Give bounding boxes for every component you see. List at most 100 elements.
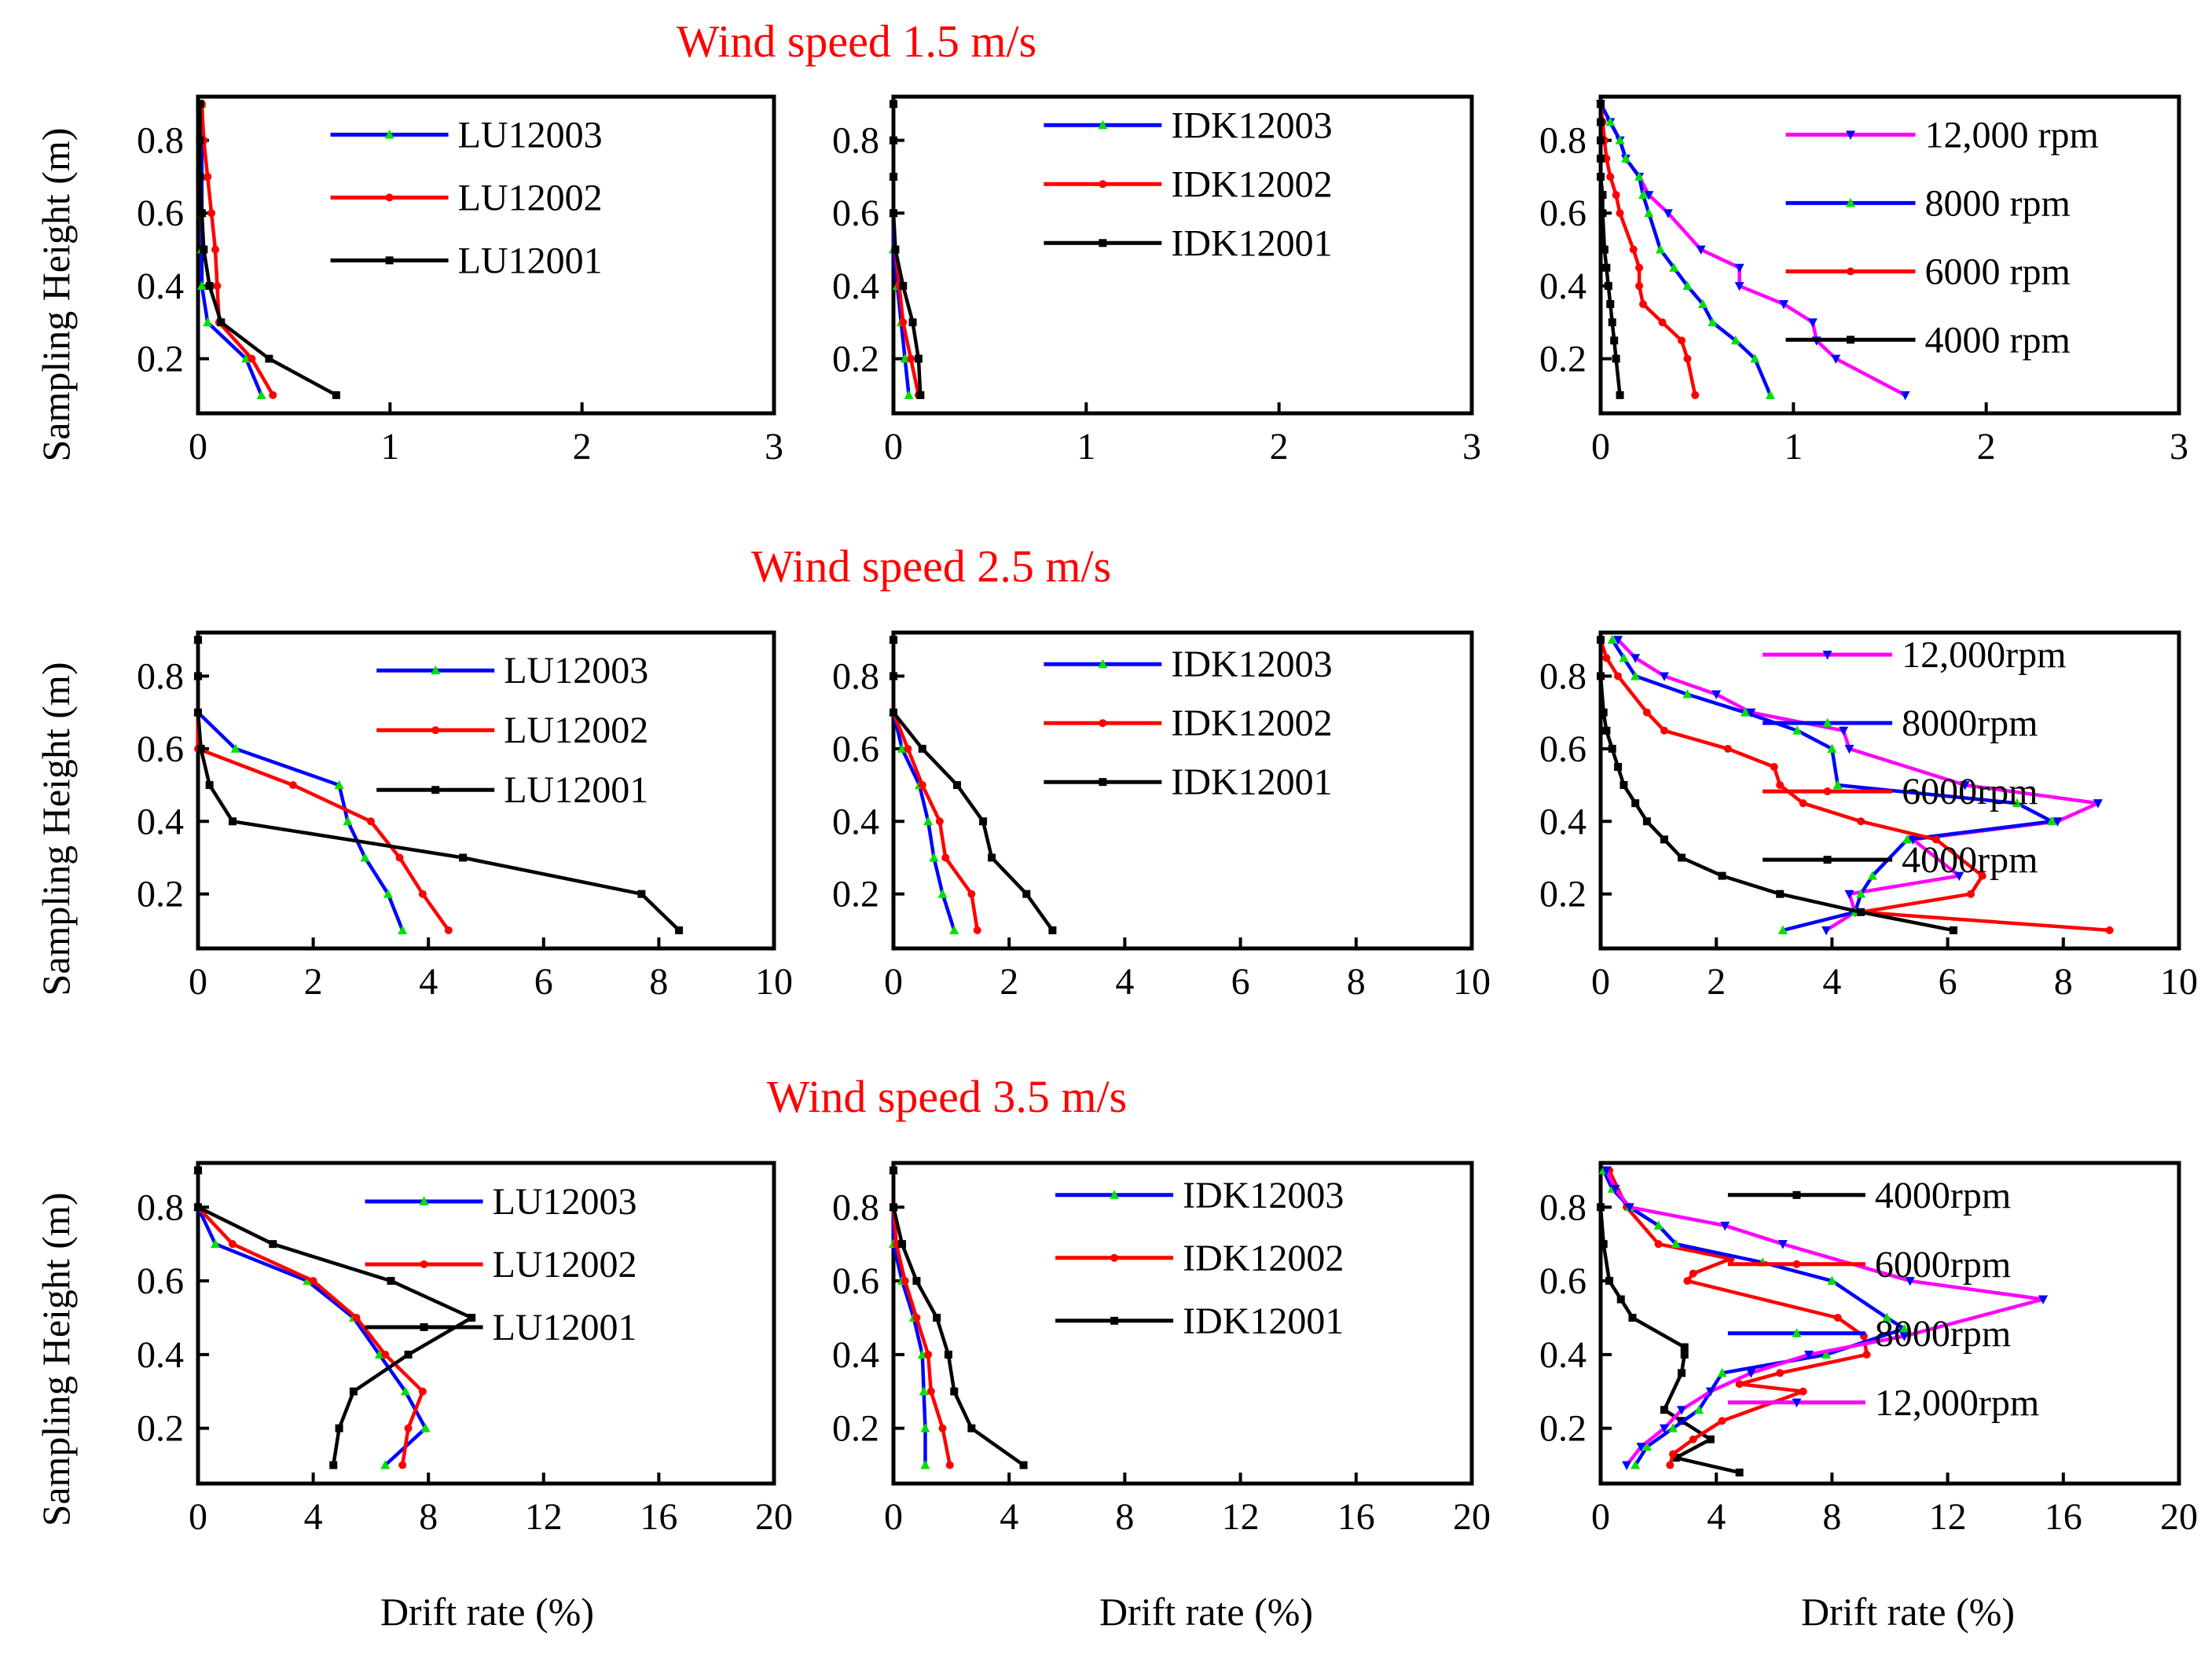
x-tick-label: 0 xyxy=(884,426,903,468)
data-point xyxy=(1833,1313,1842,1322)
x-tick-label: 16 xyxy=(640,1496,677,1538)
x-tick-label: 20 xyxy=(755,1496,793,1538)
data-point xyxy=(890,136,897,145)
data-point xyxy=(1689,1269,1697,1278)
legend-marker xyxy=(1098,119,1108,130)
data-point xyxy=(1597,1203,1605,1212)
data-point xyxy=(1856,889,1866,898)
x-tick-label: 2 xyxy=(304,961,323,1003)
data-point xyxy=(1776,1369,1785,1377)
x-tick-label: 12 xyxy=(525,1496,563,1538)
legend-marker xyxy=(1110,1190,1120,1199)
data-point xyxy=(1602,263,1611,272)
data-point xyxy=(1792,725,1803,735)
x-tick-label: 20 xyxy=(2160,1496,2198,1538)
y-tick-label: 0.8 xyxy=(832,120,879,162)
data-point xyxy=(194,1166,202,1175)
data-point xyxy=(914,354,923,363)
data-point xyxy=(1605,1277,1614,1286)
data-point xyxy=(890,1166,897,1175)
chart-panel-6: 0 2 4 6 8 10 0.2 0.4 0.6 0.8 12,000rpm 8000rpm 6000r… xyxy=(1539,630,2198,1003)
data-point xyxy=(1607,634,1617,644)
legend-marker xyxy=(419,1196,429,1205)
data-point xyxy=(1629,245,1638,254)
y-tick-label: 0.4 xyxy=(1539,801,1587,842)
data-point xyxy=(1960,781,1970,790)
row-title-2: Wind speed 2.5 m/s xyxy=(751,541,1111,592)
y-tick-label: 0.8 xyxy=(1539,1187,1587,1228)
data-point xyxy=(1671,1238,1681,1249)
x-tick-label: 0 xyxy=(189,1496,207,1538)
x-tick-label: 0 xyxy=(1591,961,1610,1003)
x-tick-label: 0 xyxy=(189,961,207,1003)
data-point xyxy=(1900,391,1910,401)
data-point xyxy=(979,817,988,826)
data-point xyxy=(1631,654,1641,663)
y-tick-label: 0.6 xyxy=(1539,193,1587,234)
data-point xyxy=(2047,816,2057,826)
y-tick-label: 0.2 xyxy=(137,1408,184,1450)
data-point xyxy=(1776,890,1785,898)
legend-marker xyxy=(420,1322,428,1331)
x-tick-label: 0 xyxy=(884,961,903,1003)
data-point xyxy=(1610,336,1619,345)
data-point xyxy=(988,853,996,862)
data-point xyxy=(1638,189,1648,200)
data-point xyxy=(916,391,925,399)
data-point xyxy=(924,1350,933,1359)
data-point xyxy=(213,281,222,290)
data-point xyxy=(1902,834,1913,844)
data-point xyxy=(1862,1350,1871,1359)
data-point xyxy=(1821,926,1832,936)
legend-label: 4000rpm xyxy=(1875,1175,2011,1216)
data-point xyxy=(1857,817,1865,826)
legend-marker xyxy=(431,726,440,735)
data-point xyxy=(203,317,213,327)
legend-marker xyxy=(385,193,394,202)
series-line xyxy=(200,104,263,396)
series-line xyxy=(196,1170,474,1465)
data-point xyxy=(1635,263,1644,272)
y-tick-label: 0.2 xyxy=(1539,874,1587,915)
data-point xyxy=(210,1238,220,1249)
data-point xyxy=(1734,263,1744,273)
x-tick-label: 1 xyxy=(1077,426,1095,468)
data-point xyxy=(1624,1203,1634,1212)
legend-label: IDK12003 xyxy=(1183,1175,1344,1216)
data-point xyxy=(1601,1166,1612,1176)
data-point xyxy=(1612,191,1620,200)
y-tick-label: 0.8 xyxy=(137,655,184,697)
legend-label: 8000rpm xyxy=(1875,1313,2011,1355)
data-point xyxy=(1669,1450,1677,1458)
plot-frame xyxy=(891,630,1474,951)
data-point xyxy=(288,781,297,790)
legend-marker xyxy=(1822,651,1832,660)
data-point xyxy=(1654,1240,1663,1249)
legend-label: 8000 rpm xyxy=(1925,182,2071,224)
x-tick-label: 0 xyxy=(884,1496,903,1538)
legend-label: LU12002 xyxy=(504,710,648,751)
data-point xyxy=(1682,689,1693,699)
data-point xyxy=(1022,890,1031,898)
y-tick-label: 0.2 xyxy=(832,874,879,915)
data-point xyxy=(1598,191,1607,200)
y-axis-label-row-1: Sampling Height (m) xyxy=(34,128,78,462)
x-tick-label: 10 xyxy=(2160,961,2198,1003)
y-tick-label: 0.4 xyxy=(832,266,879,307)
data-point xyxy=(1734,281,1744,292)
data-point xyxy=(400,1386,410,1396)
data-point xyxy=(1832,779,1843,790)
data-point xyxy=(945,1461,954,1469)
legend-marker xyxy=(1792,1260,1801,1268)
row-title-1: Wind speed 1.5 m/s xyxy=(677,16,1036,67)
legend-label: 4000rpm xyxy=(1902,839,2038,881)
data-point xyxy=(1608,744,1616,753)
x-tick-label: 4 xyxy=(304,1496,323,1538)
legend-label: LU12001 xyxy=(493,1307,637,1348)
data-point xyxy=(332,391,340,399)
data-point xyxy=(1677,1406,1687,1415)
data-point xyxy=(1635,281,1644,290)
legend-label: 8000rpm xyxy=(1902,702,2038,744)
y-tick-label: 0.2 xyxy=(137,874,184,915)
x-tick-label: 12 xyxy=(1222,1496,1260,1538)
